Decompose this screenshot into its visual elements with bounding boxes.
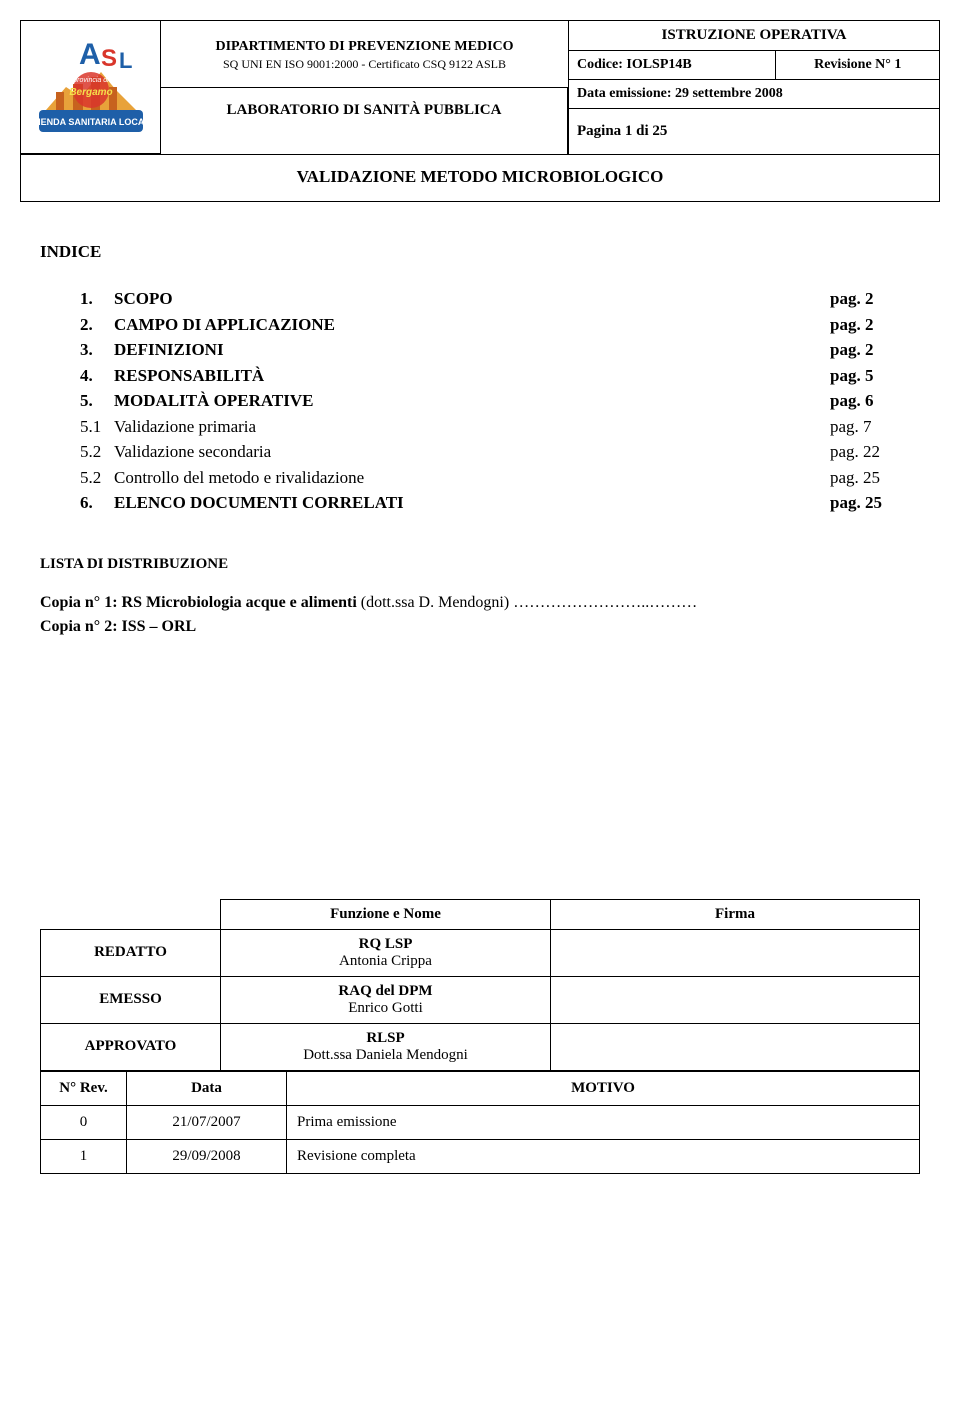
dept-cell: DIPARTIMENTO DI PREVENZIONE MEDICO SQ UN… — [161, 21, 569, 154]
toc-num: 4. — [80, 363, 114, 389]
approvato-label: APPROVATO — [41, 1023, 221, 1070]
copia-1-rest: (dott.ssa D. Mendogni) ……………………..……… — [361, 594, 697, 611]
rev-data-header: Data — [127, 1071, 287, 1105]
approvato-firma — [551, 1023, 920, 1070]
toc-page: pag. 22 — [830, 439, 920, 465]
emesso-firma — [551, 976, 920, 1023]
toc-num: 1. — [80, 286, 114, 312]
emesso-label: EMESSO — [41, 976, 221, 1023]
redatto-func-line1: RQ LSP — [359, 936, 413, 952]
svg-text:L: L — [119, 48, 132, 73]
copia-1-line: Copia n° 1: RS Microbiologia acque e ali… — [40, 591, 920, 615]
toc-page: pag. 2 — [830, 312, 920, 338]
signature-table: Funzione e Nome Firma REDATTO RQ LSP Ant… — [40, 899, 920, 1071]
toc-row: 5.2Validazione secondariapag. 22 — [80, 439, 920, 465]
toc-text: SCOPO — [114, 286, 830, 312]
lab-cell: LABORATORIO DI SANITÀ PUBBLICA — [161, 88, 568, 154]
revision-table: N° Rev. Data MOTIVO 0 21/07/2007 Prima e… — [40, 1071, 920, 1174]
toc-page: pag. 2 — [830, 337, 920, 363]
toc-page: pag. 2 — [830, 286, 920, 312]
lista-distribuzione-heading: LISTA DI DISTRIBUZIONE — [40, 556, 920, 573]
rev-row-0-n: 0 — [41, 1105, 127, 1139]
toc-num: 5. — [80, 388, 114, 414]
svg-text:provincia di: provincia di — [72, 77, 109, 84]
empty-cell — [41, 899, 221, 929]
rev-row-1-data: 29/09/2008 — [127, 1139, 287, 1173]
toc-row: 4.RESPONSABILITÀpag. 5 — [80, 363, 920, 389]
emesso-func-line1: RAQ del DPM — [338, 983, 432, 999]
dept-line2: SQ UNI EN ISO 9001:2000 - Certificato CS… — [169, 57, 560, 72]
toc-row: 2.CAMPO DI APPLICAZIONEpag. 2 — [80, 312, 920, 338]
body-content: INDICE 1.SCOPOpag. 22.CAMPO DI APPLICAZI… — [20, 202, 940, 1174]
toc-page: pag. 7 — [830, 414, 920, 440]
toc-row: 5.1Validazione primariapag. 7 — [80, 414, 920, 440]
toc-text: CAMPO DI APPLICAZIONE — [114, 312, 830, 338]
funzione-header: Funzione e Nome — [221, 899, 551, 929]
rev-nrev-header: N° Rev. — [41, 1071, 127, 1105]
toc-num: 2. — [80, 312, 114, 338]
data-emissione-cell: Data emissione: 29 settembre 2008 — [569, 80, 939, 109]
toc-row: 5.2Controllo del metodo e rivalidazionep… — [80, 465, 920, 491]
rev-row-1-n: 1 — [41, 1139, 127, 1173]
redatto-firma — [551, 929, 920, 976]
code-row: Codice: IOLSP14B Revisione N° 1 — [569, 51, 939, 80]
document-title: VALIDAZIONE METODO MICROBIOLOGICO — [21, 154, 939, 201]
toc-page: pag. 6 — [830, 388, 920, 414]
rev-motivo-header: MOTIVO — [287, 1071, 920, 1105]
redatto-label: REDATTO — [41, 929, 221, 976]
svg-text:S: S — [101, 45, 117, 72]
pagina-cell: Pagina 1 di 25 — [569, 109, 939, 154]
toc-page: pag. 25 — [830, 465, 920, 491]
toc-text: MODALITÀ OPERATIVE — [114, 388, 830, 414]
copia-1-bold: Copia n° 1: RS Microbiologia acque e ali… — [40, 594, 361, 611]
toc-page: pag. 25 — [830, 490, 920, 516]
rev-row-1-motivo: Revisione completa — [287, 1139, 920, 1173]
redatto-func-line2: Antonia Crippa — [339, 953, 432, 969]
emesso-func-line2: Enrico Gotti — [348, 1000, 423, 1016]
approvato-func-line1: RLSP — [366, 1030, 404, 1046]
svg-text:AZIENDA SANITARIA LOCALE: AZIENDA SANITARIA LOCALE — [31, 117, 151, 127]
toc-text: Validazione primaria — [114, 414, 830, 440]
istruzione-cell: ISTRUZIONE OPERATIVA — [569, 21, 939, 51]
toc-num: 5.2 — [80, 465, 114, 491]
firma-header: Firma — [551, 899, 920, 929]
toc-num: 5.1 — [80, 414, 114, 440]
page: AZIENDA SANITARIA LOCALE provincia di Be… — [20, 20, 940, 1174]
toc-text: ELENCO DOCUMENTI CORRELATI — [114, 490, 830, 516]
emesso-func: RAQ del DPM Enrico Gotti — [221, 976, 551, 1023]
rev-row-0-motivo: Prima emissione — [287, 1105, 920, 1139]
svg-text:A: A — [79, 38, 101, 71]
toc-row: 5.MODALITÀ OPERATIVEpag. 6 — [80, 388, 920, 414]
logo-cell: AZIENDA SANITARIA LOCALE provincia di Be… — [21, 21, 161, 154]
dept-text: DIPARTIMENTO DI PREVENZIONE MEDICO SQ UN… — [161, 21, 568, 88]
toc-row: 3.DEFINIZIONIpag. 2 — [80, 337, 920, 363]
toc-num: 6. — [80, 490, 114, 516]
codice-cell: Codice: IOLSP14B — [569, 51, 776, 79]
toc-row: 6.ELENCO DOCUMENTI CORRELATIpag. 25 — [80, 490, 920, 516]
approvato-func-line2: Dott.ssa Daniela Mendogni — [303, 1047, 468, 1063]
toc-text: DEFINIZIONI — [114, 337, 830, 363]
toc-text: RESPONSABILITÀ — [114, 363, 830, 389]
rev-row-0-data: 21/07/2007 — [127, 1105, 287, 1139]
dept-line1: DIPARTIMENTO DI PREVENZIONE MEDICO — [169, 39, 560, 55]
toc-text: Controllo del metodo e rivalidazione — [114, 465, 830, 491]
asl-logo-icon: AZIENDA SANITARIA LOCALE provincia di Be… — [31, 32, 151, 142]
table-of-contents: 1.SCOPOpag. 22.CAMPO DI APPLICAZIONEpag.… — [80, 286, 920, 516]
toc-page: pag. 5 — [830, 363, 920, 389]
toc-row: 1.SCOPOpag. 2 — [80, 286, 920, 312]
toc-num: 3. — [80, 337, 114, 363]
toc-num: 5.2 — [80, 439, 114, 465]
copia-2-line: Copia n° 2: ISS – ORL — [40, 615, 920, 639]
redatto-func: RQ LSP Antonia Crippa — [221, 929, 551, 976]
header-top-row: AZIENDA SANITARIA LOCALE provincia di Be… — [21, 21, 939, 154]
header-right-column: ISTRUZIONE OPERATIVA Codice: IOLSP14B Re… — [569, 21, 939, 154]
indice-heading: INDICE — [40, 242, 920, 262]
toc-text: Validazione secondaria — [114, 439, 830, 465]
revisione-cell: Revisione N° 1 — [776, 51, 939, 79]
svg-text:Bergamo: Bergamo — [69, 87, 112, 98]
header-box: AZIENDA SANITARIA LOCALE provincia di Be… — [20, 20, 940, 202]
approvato-func: RLSP Dott.ssa Daniela Mendogni — [221, 1023, 551, 1070]
